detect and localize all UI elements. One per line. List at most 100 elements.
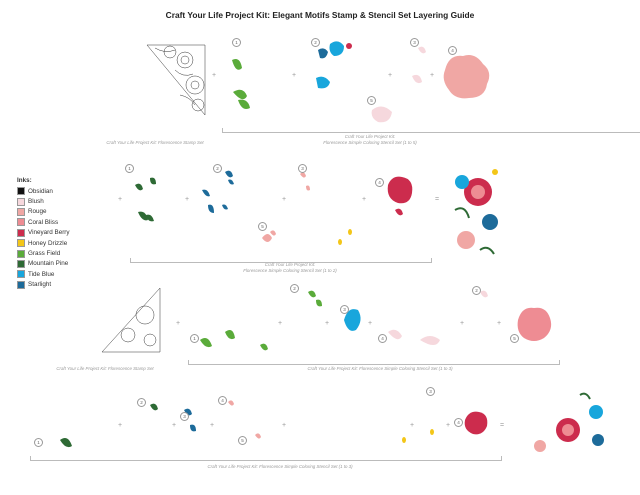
ink-vineyard-berry: Vineyard Berry — [17, 228, 70, 238]
plus-sign: + — [210, 422, 215, 429]
ink-swatch — [17, 197, 25, 206]
step-number: 4 — [375, 178, 384, 187]
step-number: 4 — [378, 334, 387, 343]
plus-sign: + — [282, 422, 287, 429]
stencil-layer-pine-leaves — [135, 177, 156, 222]
stencil-bracket — [222, 128, 640, 133]
equals-sign: = — [500, 422, 505, 429]
ink-coral-bliss: Coral Bliss — [17, 217, 70, 227]
line-art-stamp-corner — [146, 44, 206, 116]
ink-swatch — [17, 207, 25, 216]
finished-layering-corner-2 — [520, 385, 612, 458]
step-number: 5 — [258, 222, 267, 231]
plus-sign: + — [185, 196, 190, 203]
plus-sign: + — [497, 320, 502, 327]
step-number: 5 — [510, 334, 519, 343]
stencil-layer-starlight-2 — [184, 408, 196, 432]
step-number: 1 — [232, 38, 241, 47]
stencil-layer-vineyard-2 — [464, 411, 488, 435]
ink-grass-field: Grass Field — [17, 248, 70, 258]
plus-sign: + — [446, 422, 451, 429]
step-number: 1 — [190, 334, 199, 343]
step-number: 4 — [448, 46, 457, 55]
ink-swatch — [17, 249, 25, 258]
step-number: 4 — [454, 418, 463, 427]
plus-sign: + — [368, 320, 373, 327]
step-number: 2 — [290, 284, 299, 293]
stencil-layer-vineyard-berry — [387, 176, 413, 216]
plus-sign: + — [410, 422, 415, 429]
ink-starlight: Starlight — [17, 280, 70, 290]
stencil-layer-blue — [316, 41, 352, 89]
page-title: Craft Your Life Project Kit: Elegant Mot… — [165, 10, 475, 20]
ink-swatch — [17, 187, 25, 196]
stencil-layer-honey-drizzle — [338, 229, 352, 245]
equals-sign: = — [435, 196, 440, 203]
stencil-layer-blush — [371, 46, 426, 123]
line-art-stamp-triangle — [101, 287, 161, 353]
caption-stencil-set-line2: Florescence Simple Coloring Stencil Set … — [323, 140, 417, 145]
plus-sign: + — [282, 196, 287, 203]
ink-swatch — [17, 239, 25, 248]
step-number: 5 — [238, 436, 247, 445]
step-number: 1 — [125, 164, 134, 173]
ink-honey-drizzle: Honey Drizzle — [17, 238, 70, 248]
stencil-layer-green-leaves-1 — [232, 59, 250, 109]
step-number: 3 — [426, 387, 435, 396]
plus-sign: + — [325, 320, 330, 327]
ink-mountain-pine: Mountain Pine — [17, 259, 70, 269]
step-number: 4 — [218, 396, 227, 405]
plus-sign: + — [118, 196, 123, 203]
stencil-layer-grass-leaves — [200, 290, 322, 351]
stencil-layer-rouge-petals — [262, 172, 310, 242]
step-number: 1 — [34, 438, 43, 447]
plus-sign: + — [278, 320, 283, 327]
step-number: 3 — [340, 305, 349, 314]
ink-tide-blue: Tide Blue — [17, 269, 70, 279]
caption-stamp-set: Craft Your Life Project Kit: Florescence… — [106, 140, 204, 145]
stencil-bracket — [188, 360, 560, 365]
stencil-layer-pine-leaves-2 — [60, 403, 158, 448]
inks-legend: Inks: Obsidian Blush Rouge Coral Bliss V… — [17, 177, 70, 290]
step-number: 5 — [367, 96, 376, 105]
ink-blush: Blush — [17, 196, 70, 206]
stencil-layer-starlight-blue — [202, 170, 234, 213]
stencil-bracket — [30, 456, 502, 461]
plus-sign: + — [388, 72, 393, 79]
inks-heading: Inks: — [17, 177, 32, 184]
stencil-layer-coral-flower-2 — [517, 307, 552, 341]
stencil-layer-blush-2 — [388, 290, 488, 345]
step-number: 3 — [180, 412, 189, 421]
plus-sign: + — [460, 320, 465, 327]
ink-swatch — [17, 259, 25, 268]
ink-obsidian: Obsidian — [17, 186, 70, 196]
caption-stencil-set-line1: Craft Your Life Project Kit: — [344, 134, 396, 139]
ink-swatch — [17, 270, 25, 279]
plus-sign: + — [362, 196, 367, 203]
plus-sign: + — [172, 422, 177, 429]
plus-sign: + — [212, 72, 217, 79]
step-number: 2 — [311, 38, 320, 47]
plus-sign: + — [118, 422, 123, 429]
stencil-layer-tide-blue — [344, 309, 361, 331]
stencil-layer-rouge-2 — [228, 400, 261, 439]
stencil-layer-coral-flower — [443, 55, 490, 99]
plus-sign: + — [430, 72, 435, 79]
step-number: 2 — [137, 398, 146, 407]
caption-stencil-set: Craft Your Life Project Kit: Florescence… — [307, 366, 453, 371]
step-number: 2 — [213, 164, 222, 173]
ink-swatch — [17, 228, 25, 237]
plus-sign: + — [176, 320, 181, 327]
stencil-bracket — [130, 258, 432, 263]
caption-stencil-set-line2: Florescence Simple Coloring Stencil Set … — [243, 268, 337, 273]
ink-swatch — [17, 218, 25, 227]
caption-stencil-set: Craft Your Life Project Kit: Florescence… — [207, 464, 353, 469]
ink-rouge: Rouge — [17, 207, 70, 217]
step-number: 2 — [472, 286, 481, 295]
ink-swatch — [17, 280, 25, 289]
caption-stamp-set: Craft Your Life Project Kit: Florescence… — [56, 366, 154, 371]
step-number: 3 — [410, 38, 419, 47]
finished-layering-corner-1 — [454, 165, 500, 260]
caption-stencil-set-line1: Craft Your Life Project Kit: — [264, 262, 316, 267]
